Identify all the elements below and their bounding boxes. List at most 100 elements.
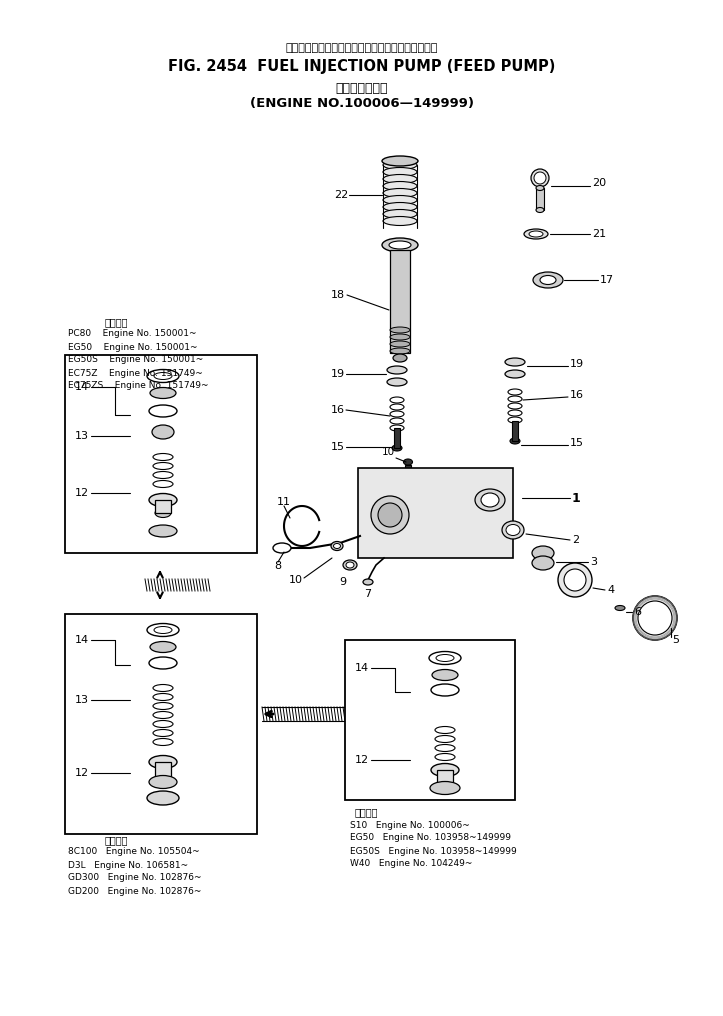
- Ellipse shape: [363, 579, 373, 585]
- Bar: [512, 421, 518, 441]
- Ellipse shape: [432, 670, 458, 681]
- Text: 14: 14: [75, 382, 89, 392]
- Ellipse shape: [524, 229, 548, 239]
- Text: 22: 22: [334, 190, 348, 200]
- Text: 15: 15: [331, 442, 345, 452]
- Ellipse shape: [149, 525, 177, 537]
- Ellipse shape: [532, 546, 554, 560]
- Ellipse shape: [383, 202, 417, 211]
- Ellipse shape: [378, 503, 402, 527]
- Text: 8: 8: [275, 561, 281, 571]
- Ellipse shape: [383, 182, 417, 191]
- Ellipse shape: [558, 563, 592, 597]
- Ellipse shape: [403, 459, 413, 465]
- Text: EC75Z    Engine No. 151749~: EC75Z Engine No. 151749~: [68, 369, 202, 378]
- Ellipse shape: [346, 562, 354, 568]
- Text: 2: 2: [572, 535, 579, 545]
- Bar: [405, 465, 411, 483]
- Bar: [155, 762, 171, 782]
- Ellipse shape: [505, 370, 525, 378]
- Text: GD300   Engine No. 102876~: GD300 Engine No. 102876~: [68, 874, 202, 883]
- Text: 10: 10: [289, 575, 303, 585]
- Ellipse shape: [638, 601, 672, 635]
- Ellipse shape: [147, 624, 179, 636]
- Ellipse shape: [510, 438, 520, 444]
- Ellipse shape: [149, 756, 177, 768]
- Text: (ENGINE NO.100006—149999): (ENGINE NO.100006—149999): [250, 98, 474, 111]
- Bar: [358, 468, 513, 558]
- Text: EG50   Engine No. 103958~149999: EG50 Engine No. 103958~149999: [350, 833, 511, 842]
- Ellipse shape: [387, 378, 407, 386]
- Ellipse shape: [532, 556, 554, 570]
- Ellipse shape: [383, 216, 417, 226]
- Bar: [65, 355, 257, 553]
- Text: 19: 19: [331, 369, 345, 379]
- Text: 15: 15: [570, 438, 584, 448]
- Ellipse shape: [383, 209, 417, 218]
- Text: 適用号機: 適用号機: [355, 807, 379, 817]
- Text: 13: 13: [75, 431, 89, 441]
- Ellipse shape: [155, 508, 171, 517]
- Ellipse shape: [431, 684, 459, 696]
- Ellipse shape: [383, 168, 417, 177]
- Text: 16: 16: [570, 390, 584, 400]
- Text: PC80    Engine No. 150001~: PC80 Engine No. 150001~: [68, 329, 197, 338]
- Text: 適用号機: 適用号機: [105, 835, 129, 845]
- Text: S10   Engine No. 100006~: S10 Engine No. 100006~: [350, 821, 470, 829]
- Text: EG50S   Engine No. 103958~149999: EG50S Engine No. 103958~149999: [350, 846, 517, 855]
- Text: 6: 6: [634, 607, 641, 617]
- Text: 14: 14: [75, 635, 89, 645]
- Text: 10: 10: [382, 447, 395, 457]
- Ellipse shape: [154, 373, 172, 380]
- Ellipse shape: [429, 651, 461, 664]
- Ellipse shape: [529, 231, 543, 237]
- Ellipse shape: [540, 275, 556, 284]
- Ellipse shape: [149, 775, 177, 788]
- Ellipse shape: [564, 569, 586, 591]
- Ellipse shape: [390, 341, 410, 347]
- Ellipse shape: [536, 186, 544, 191]
- Text: EC75ZS    Engine No. 151749~: EC75ZS Engine No. 151749~: [68, 381, 208, 390]
- Text: 12: 12: [355, 755, 369, 765]
- Text: 11: 11: [277, 497, 291, 507]
- Text: 12: 12: [75, 488, 89, 498]
- Ellipse shape: [633, 596, 677, 640]
- Ellipse shape: [430, 781, 460, 795]
- Text: EG50    Engine No. 150001~: EG50 Engine No. 150001~: [68, 342, 197, 352]
- Ellipse shape: [387, 366, 407, 374]
- Ellipse shape: [149, 494, 177, 507]
- Ellipse shape: [506, 524, 520, 535]
- Text: EG50S    Engine No. 150001~: EG50S Engine No. 150001~: [68, 356, 203, 365]
- Text: 5: 5: [672, 635, 679, 645]
- Ellipse shape: [382, 238, 418, 252]
- Ellipse shape: [536, 207, 544, 212]
- Text: FIG. 2454  FUEL INJECTION PUMP (FEED PUMP): FIG. 2454 FUEL INJECTION PUMP (FEED PUMP…: [168, 59, 556, 73]
- Ellipse shape: [149, 657, 177, 669]
- Ellipse shape: [431, 763, 459, 776]
- Ellipse shape: [475, 489, 505, 511]
- Text: フェエルインジェクションポンプ　フィードポンプ: フェエルインジェクションポンプ フィードポンプ: [286, 43, 438, 53]
- Text: 12: 12: [75, 768, 89, 778]
- Text: 18: 18: [331, 290, 345, 300]
- Text: 適　用　号　機: 適 用 号 機: [335, 81, 388, 94]
- Text: 21: 21: [592, 229, 606, 239]
- Ellipse shape: [390, 327, 410, 333]
- Text: 9: 9: [339, 577, 346, 587]
- Text: GD200   Engine No. 102876~: GD200 Engine No. 102876~: [68, 887, 202, 895]
- Ellipse shape: [147, 370, 179, 382]
- Ellipse shape: [331, 542, 343, 551]
- Ellipse shape: [152, 425, 174, 439]
- Ellipse shape: [534, 172, 546, 184]
- Ellipse shape: [371, 496, 409, 534]
- Bar: [437, 770, 453, 788]
- Text: 20: 20: [592, 178, 606, 188]
- Ellipse shape: [382, 156, 418, 166]
- Text: 17: 17: [600, 275, 614, 285]
- Bar: [536, 188, 544, 210]
- Ellipse shape: [343, 560, 357, 570]
- Text: 14: 14: [355, 663, 369, 673]
- Ellipse shape: [531, 169, 549, 187]
- Ellipse shape: [147, 791, 179, 805]
- Ellipse shape: [533, 272, 563, 288]
- Text: W40   Engine No. 104249~: W40 Engine No. 104249~: [350, 860, 472, 869]
